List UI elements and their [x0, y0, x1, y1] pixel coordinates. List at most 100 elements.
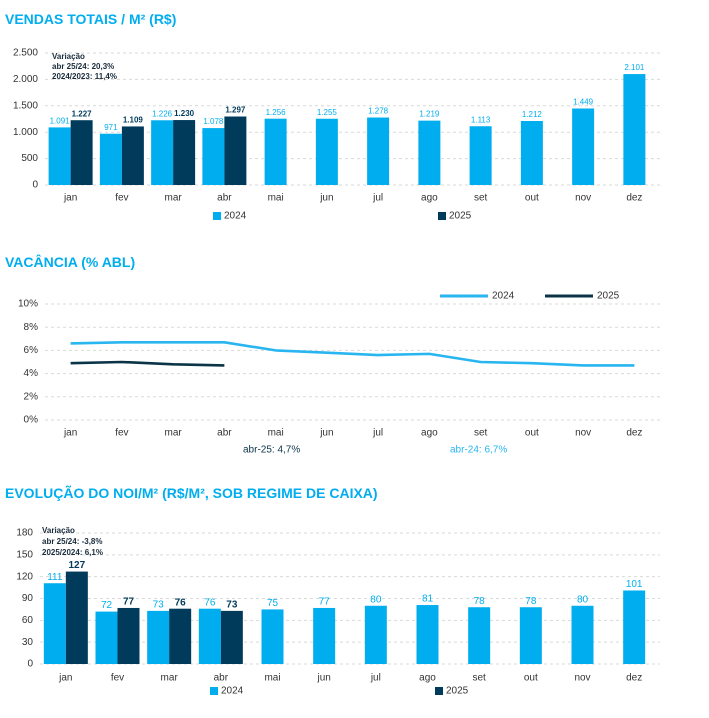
bar: [418, 120, 441, 185]
bar: [70, 120, 93, 185]
chart-title: EVOLUÇÃO DO NOI/M² (R$/M², SOB REGIME DE…: [5, 484, 378, 501]
x-tick-label: fev: [111, 673, 124, 684]
chart-title: VENDAS TOTAIS / M² (R$): [5, 11, 176, 27]
value-label: 73: [226, 600, 238, 611]
annotation: Variação: [42, 526, 75, 535]
x-tick-label: fev: [115, 428, 128, 439]
value-label: 1.091: [50, 117, 71, 126]
value-label: 1.255: [317, 108, 338, 117]
bar: [261, 609, 284, 664]
bar: [519, 607, 542, 664]
bar: [520, 121, 543, 185]
bar: [367, 117, 390, 185]
legend-swatch: [210, 687, 218, 695]
legend-swatch: [435, 687, 443, 695]
y-tick-label: 6%: [24, 345, 39, 356]
value-label: 101: [626, 579, 643, 590]
x-tick-label: mar: [165, 193, 183, 204]
y-tick-label: 2.000: [13, 74, 38, 85]
annotation: abr 25/24: -3,8%: [42, 537, 102, 546]
line: [70, 340, 635, 367]
value-label: 111: [47, 572, 63, 583]
bar: [198, 608, 221, 664]
y-tick-label: 4%: [24, 368, 39, 379]
value-label: 1.113: [471, 115, 491, 124]
annotation: Variação: [52, 52, 85, 61]
value-label: 971: [104, 123, 118, 132]
y-tick-label: 0: [32, 180, 38, 191]
y-tick-label: 180: [16, 528, 33, 539]
y-tick-label: 0%: [24, 415, 39, 426]
y-tick-label: 0: [27, 659, 33, 670]
bar: [169, 608, 192, 664]
bar: [468, 607, 491, 664]
x-tick-label: jan: [63, 193, 77, 204]
bar: [623, 74, 646, 185]
bar: [95, 611, 118, 664]
bar: [469, 126, 492, 185]
value-label: 1.256: [266, 108, 287, 117]
bar: [264, 118, 287, 185]
x-tick-label: mai: [264, 673, 280, 684]
value-label: 78: [525, 596, 537, 607]
y-tick-label: 1.500: [13, 100, 38, 111]
legend-label: 2025: [597, 291, 620, 302]
y-tick-label: 90: [22, 593, 34, 604]
x-tick-label: set: [474, 428, 488, 439]
value-label: 1.449: [573, 98, 594, 107]
value-label: 75: [267, 598, 279, 609]
bar: [173, 120, 196, 185]
bar: [48, 127, 71, 185]
bar: [623, 590, 646, 664]
bar: [147, 610, 170, 664]
x-tick-label: out: [525, 193, 539, 204]
annotation: abr 25/24: 20,3%: [52, 62, 114, 71]
bar: [220, 610, 243, 664]
value-label: 77: [319, 597, 331, 608]
x-tick-label: jan: [58, 673, 72, 684]
x-tick-label: dez: [626, 673, 642, 684]
chart-title: VACÂNCIA (% ABL): [5, 253, 135, 270]
y-tick-label: 8%: [24, 322, 39, 333]
value-label: 81: [422, 594, 434, 605]
value-label: 73: [153, 600, 165, 611]
x-tick-label: jan: [63, 428, 77, 439]
bar: [315, 118, 338, 185]
legend-label: 2025: [449, 211, 472, 222]
y-tick-label: 500: [21, 153, 38, 164]
x-tick-label: abr: [217, 193, 232, 204]
value-label: 127: [68, 560, 85, 571]
value-label: 1.078: [203, 117, 224, 126]
legend-label: 2024: [492, 291, 515, 302]
bar: [571, 605, 594, 664]
value-label: 1.226: [152, 109, 173, 118]
bar: [43, 583, 66, 664]
value-label: 80: [370, 594, 382, 605]
annotation: 2024/2023: 11,4%: [52, 72, 117, 81]
x-tick-label: out: [525, 428, 539, 439]
y-tick-label: 1.000: [13, 127, 38, 138]
y-tick-label: 150: [16, 549, 33, 560]
x-tick-label: ago: [421, 428, 438, 439]
bar: [121, 126, 144, 185]
value-label: 80: [577, 594, 589, 605]
x-tick-label: fev: [115, 193, 128, 204]
x-tick-label: mai: [268, 193, 284, 204]
legend-label: 2024: [224, 211, 247, 222]
x-tick-label: ago: [421, 193, 438, 204]
x-tick-label: abr: [214, 673, 229, 684]
value-label: 76: [175, 597, 187, 608]
value-label: 1.227: [72, 109, 93, 118]
value-label: 77: [123, 597, 135, 608]
y-tick-label: 60: [22, 615, 34, 626]
value-label: 2.101: [624, 63, 645, 72]
x-tick-label: jun: [319, 428, 333, 439]
value-label: 1.278: [368, 107, 389, 116]
x-tick-label: jul: [372, 428, 383, 439]
bar: [224, 116, 247, 185]
x-tick-label: mar: [165, 428, 183, 439]
x-tick-label: dez: [626, 193, 642, 204]
x-tick-label: jul: [372, 193, 383, 204]
